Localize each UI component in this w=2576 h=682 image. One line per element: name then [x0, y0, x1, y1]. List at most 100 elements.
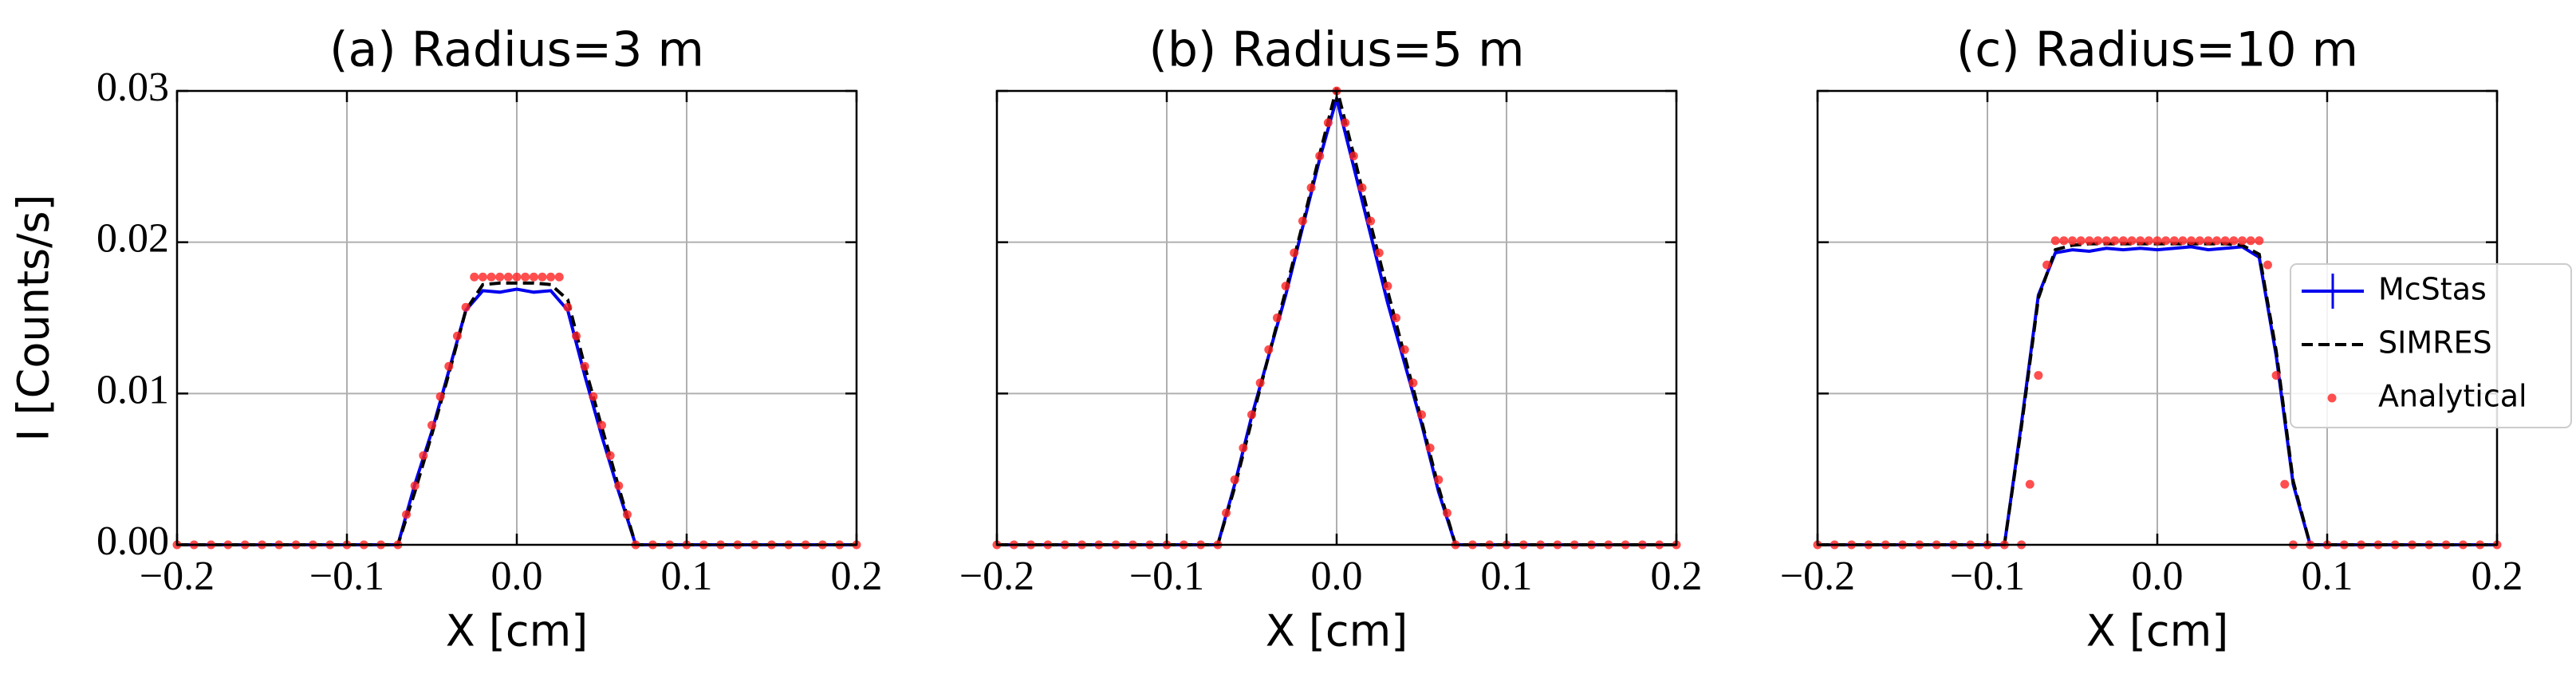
data-point	[2187, 236, 2196, 246]
legend-label: SIMRES	[2378, 325, 2492, 361]
data-point	[435, 392, 445, 401]
data-point	[444, 361, 454, 371]
data-point	[495, 272, 505, 282]
data-point	[2153, 236, 2162, 246]
data-point	[572, 331, 581, 341]
data-point	[1290, 248, 1299, 258]
data-point	[580, 361, 589, 371]
data-point	[2178, 236, 2188, 246]
data-point	[2212, 236, 2222, 246]
data-point	[2050, 236, 2060, 246]
x-tick-label: 0.2	[2472, 554, 2523, 599]
data-point	[1383, 282, 1392, 291]
data-point	[2110, 236, 2120, 246]
x-tick-label: 0.0	[1311, 554, 1363, 599]
legend-box	[2290, 263, 2572, 428]
data-point	[2068, 236, 2077, 246]
y-axis-label: I [Counts/s]	[9, 194, 59, 441]
data-point	[478, 272, 487, 282]
legend-label: McStas	[2378, 272, 2487, 307]
data-point	[529, 272, 538, 282]
data-point	[2280, 479, 2290, 489]
x-tick-label: 0.1	[2302, 554, 2353, 599]
data-point	[2263, 260, 2272, 270]
data-point	[2034, 371, 2043, 380]
data-point	[2255, 236, 2264, 246]
data-point	[419, 451, 428, 460]
data-point	[1281, 282, 1290, 291]
data-point	[1306, 183, 1316, 192]
data-point	[563, 302, 573, 312]
data-point	[1315, 152, 1325, 161]
data-point	[452, 331, 462, 341]
data-point	[1400, 345, 1409, 354]
data-point	[1425, 443, 1435, 453]
data-point	[1442, 508, 1451, 518]
data-point	[2118, 236, 2128, 246]
data-point	[2136, 236, 2145, 246]
x-tick-label: −0.2	[140, 554, 215, 599]
data-point	[2093, 236, 2102, 246]
data-point	[622, 510, 632, 519]
y-tick-label: 0.01	[97, 367, 169, 412]
x-axis-label: X [cm]	[446, 606, 589, 656]
data-point	[1222, 508, 1231, 518]
x-tick-label: −0.1	[309, 554, 384, 599]
chart-title: (c) Radius=10 m	[1956, 22, 2358, 78]
data-point	[1239, 443, 1248, 453]
data-point	[461, 302, 471, 312]
data-point	[2195, 236, 2204, 246]
x-tick-label: 0.0	[491, 554, 543, 599]
data-point	[614, 481, 624, 491]
data-point	[605, 451, 615, 460]
data-point	[512, 272, 522, 282]
data-point	[1247, 410, 1256, 420]
data-point	[486, 272, 496, 282]
chart-title: (a) Radius=3 m	[329, 22, 704, 78]
data-point	[1417, 410, 1426, 420]
y-tick-label: 0.00	[97, 518, 169, 564]
data-point	[2169, 236, 2179, 246]
data-point	[410, 481, 419, 491]
data-point	[2042, 260, 2052, 270]
data-point	[589, 392, 598, 401]
data-point	[503, 272, 513, 282]
data-point	[1272, 313, 1282, 322]
data-point	[2144, 236, 2153, 246]
data-point	[1323, 118, 1333, 128]
data-point	[2271, 371, 2281, 380]
legend-label: Analytical	[2378, 379, 2527, 414]
data-point	[2085, 236, 2094, 246]
x-tick-label: 0.2	[1651, 554, 1703, 599]
legend-marker	[2327, 393, 2337, 403]
x-tick-label: −0.1	[1950, 554, 2025, 599]
data-point	[546, 272, 556, 282]
data-point	[1392, 313, 1401, 322]
data-point	[554, 272, 564, 282]
data-point	[597, 420, 606, 430]
data-point	[1374, 248, 1384, 258]
data-point	[2059, 236, 2069, 246]
y-tick-label: 0.03	[97, 65, 169, 110]
data-point	[1298, 216, 1307, 226]
data-point	[1349, 152, 1358, 161]
x-tick-label: −0.2	[1780, 554, 1855, 599]
data-point	[402, 510, 412, 519]
data-point	[1341, 118, 1350, 128]
data-point	[538, 272, 547, 282]
x-tick-label: 0.1	[661, 554, 713, 599]
data-point	[1366, 216, 1376, 226]
data-point	[2238, 236, 2247, 246]
data-point	[2101, 236, 2111, 246]
data-point	[1408, 378, 1418, 388]
x-tick-label: −0.2	[959, 554, 1034, 599]
data-point	[2220, 236, 2230, 246]
data-point	[1264, 345, 1274, 354]
data-point	[2076, 236, 2086, 246]
data-point	[2246, 236, 2255, 246]
x-tick-label: 0.0	[2132, 554, 2184, 599]
x-tick-label: −0.1	[1129, 554, 1204, 599]
data-point	[521, 272, 530, 282]
